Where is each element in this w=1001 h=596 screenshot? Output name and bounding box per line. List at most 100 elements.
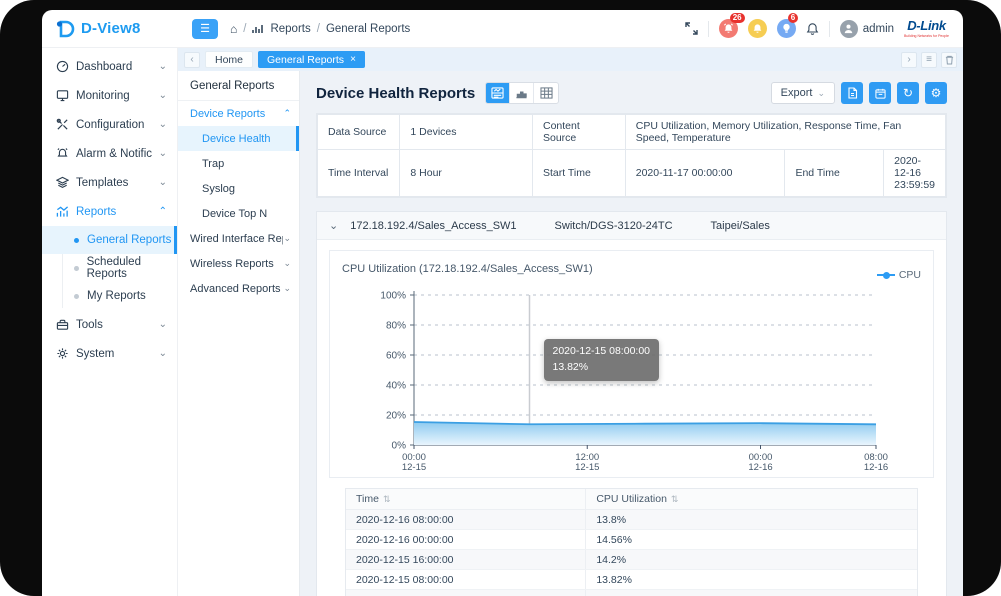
end-time-label: End Time (784, 149, 885, 197)
chart-legend[interactable]: CPU (876, 269, 921, 281)
close-tab-icon[interactable]: × (350, 54, 356, 65)
bell-icon[interactable] (806, 22, 819, 36)
svg-text:100%: 100% (380, 291, 406, 302)
sidebar-item-monitoring[interactable]: Monitoring ⌄ (42, 81, 177, 110)
tab-general-reports[interactable]: General Reports × (258, 51, 365, 68)
chart-view-button[interactable] (510, 83, 535, 103)
column-header-time[interactable]: Time ⇅ (346, 489, 587, 510)
gauge-icon (55, 60, 69, 73)
close-all-tabs-button[interactable] (941, 51, 957, 68)
chevron-down-icon: ⌄ (158, 90, 167, 101)
column-header-cpu[interactable]: CPU Utilization ⇅ (585, 489, 917, 510)
chevron-down-icon: ⌄ (158, 177, 167, 188)
table-row[interactable]: 2020-12-15 00:00:0015.31% (346, 589, 917, 596)
sidebar-item-tools[interactable]: Tools ⌄ (42, 310, 177, 339)
chevron-down-icon: ⌄ (158, 348, 167, 359)
table-row[interactable]: 2020-12-15 08:00:00 13.82% (346, 569, 917, 590)
device-report-panel: ⌄ 172.18.192.4/Sales_Access_SW1 Switch/D… (316, 211, 947, 596)
topbar-actions: 26 6 admin D-Link (685, 13, 963, 39)
tree-item-wired-interface-reports[interactable]: Wired Interface Reports⌄ (190, 232, 291, 245)
toolbox-icon (55, 318, 69, 331)
start-time-value: 2020-11-17 00:00:00 (624, 149, 786, 197)
reports-icon (252, 24, 264, 33)
tree-item-syslog[interactable]: Syslog (202, 182, 236, 195)
combined-view-button[interactable] (486, 83, 511, 103)
breadcrumb-reports[interactable]: Reports (270, 22, 311, 35)
tree-item-device-reports[interactable]: Device Reports ⌃ (190, 107, 291, 120)
sidebar-item-scheduled-reports[interactable]: Scheduled Reports (42, 254, 177, 282)
legend-marker (876, 271, 895, 279)
cpu-utilization-chart[interactable]: 0% 20% 40% 60% 80% 100% 00:00 12-15 12:00 12-15 00… (342, 281, 921, 474)
reports-submenu: General Reports Scheduled Reports My Rep… (42, 226, 177, 310)
data-source-label: Data Source (316, 114, 401, 150)
fullscreen-icon[interactable] (685, 22, 698, 35)
svg-text:12-15: 12-15 (402, 462, 426, 473)
table-row[interactable]: 2020-12-16 08:00:00 13.8% (346, 509, 917, 530)
sidebar-item-templates[interactable]: Templates ⌄ (42, 168, 177, 197)
svg-text:08:00: 08:00 (864, 452, 888, 463)
refresh-button[interactable]: ↻ (897, 82, 919, 104)
tab-list-button[interactable]: ≡ (921, 51, 937, 68)
chart-title: CPU Utilization (172.18.192.4/Sales_Acce… (342, 263, 593, 275)
svg-text:00:00: 00:00 (402, 452, 426, 463)
svg-text:0%: 0% (392, 441, 407, 452)
sidebar-item-general-reports[interactable]: General Reports (42, 226, 177, 254)
bullet-dot (74, 237, 79, 243)
settings-button[interactable]: ⚙ (925, 82, 947, 104)
tree-title: General Reports (178, 71, 299, 101)
time-interval-value: 8 Hour (399, 149, 533, 197)
device-header-row[interactable]: ⌄ 172.18.192.4/Sales_Access_SW1 Switch/D… (317, 212, 946, 240)
sidebar-item-system[interactable]: System ⌄ (42, 339, 177, 368)
table-row[interactable]: 2020-12-15 16:00:00 14.2% (346, 549, 917, 570)
tab-scroll-left-button[interactable]: ‹ (184, 51, 200, 68)
warning-notifications-icon[interactable] (747, 19, 767, 38)
chevron-down-icon: ⌄ (817, 87, 825, 98)
device-model: Switch/DGS-3120-24TC (554, 219, 673, 232)
tips-notifications-icon[interactable]: 6 (776, 13, 799, 38)
chevron-down-icon: ⌄ (283, 283, 291, 293)
sidebar-item-dashboard[interactable]: Dashboard ⌄ (42, 52, 177, 81)
breadcrumb: ⌂ / Reports / General Reports (230, 21, 411, 36)
tree-item-device-health[interactable]: Device Health (178, 126, 299, 151)
tab-home[interactable]: Home (205, 51, 254, 68)
page-title: Device Health Reports (316, 84, 476, 102)
bullet-dot (74, 293, 79, 299)
tree-item-device-top-n[interactable]: Device Top N (202, 207, 268, 220)
sidebar-toggle-button[interactable]: ☰ (192, 18, 218, 39)
sort-icon[interactable]: ⇅ (382, 494, 391, 504)
sidebar-item-my-reports[interactable]: My Reports (42, 282, 177, 310)
tree-item-trap[interactable]: Trap (202, 157, 225, 170)
report-template-button[interactable] (841, 82, 863, 104)
app-window: D-View8 ☰ ⌂ / Reports / General Reports … (42, 10, 963, 596)
sidebar-item-alarm-notification[interactable]: Alarm & Notification⌄ (42, 139, 177, 168)
alarm-count-badge: 26 (729, 13, 745, 23)
monitor-icon (55, 89, 69, 102)
device-name: 172.18.192.4/Sales_Access_SW1 (350, 219, 517, 232)
sidebar-item-configuration[interactable]: Configuration ⌄ (42, 110, 177, 139)
svg-text:40%: 40% (386, 381, 406, 392)
alarm-bell-icon (55, 147, 69, 160)
topbar: D-View8 ☰ ⌂ / Reports / General Reports … (42, 10, 963, 48)
sort-icon[interactable]: ⇅ (670, 494, 679, 504)
sidebar-item-reports[interactable]: Reports ⌃ (42, 197, 177, 226)
breadcrumb-general-reports[interactable]: General Reports (325, 22, 411, 35)
tab-strip: ‹ Home General Reports × › ≡ (178, 48, 963, 71)
main-sidebar: Dashboard ⌄ Monitoring ⌄ Configuration ⌄ Al… (42, 48, 178, 596)
user-menu[interactable]: admin (839, 19, 895, 38)
chevron-down-icon: ⌄ (283, 258, 291, 268)
tab-scroll-right-button[interactable]: › (901, 51, 917, 68)
tree-item-wireless-reports[interactable]: Wireless Reports ⌄ (190, 257, 291, 270)
svg-text:12-16: 12-16 (864, 462, 888, 473)
alarm-notifications-icon[interactable]: 26 (718, 13, 745, 38)
table-view-button[interactable] (534, 83, 558, 103)
table-row[interactable]: 2020-12-16 00:00:00 14.56% (346, 529, 917, 550)
schedule-button[interactable] (869, 82, 891, 104)
chevron-down-icon: ⌄ (283, 233, 291, 243)
tree-item-advanced-reports[interactable]: Advanced Reports ⌄ (190, 282, 291, 295)
app-logo: D-View8 (42, 19, 178, 39)
home-icon[interactable]: ⌂ (230, 21, 238, 36)
cpu-chart-card: CPU Utilization (172.18.192.4/Sales_Acce… (329, 250, 934, 478)
svg-text:60%: 60% (386, 351, 406, 362)
export-button[interactable]: Export ⌄ (770, 82, 835, 104)
username: admin (862, 22, 895, 35)
